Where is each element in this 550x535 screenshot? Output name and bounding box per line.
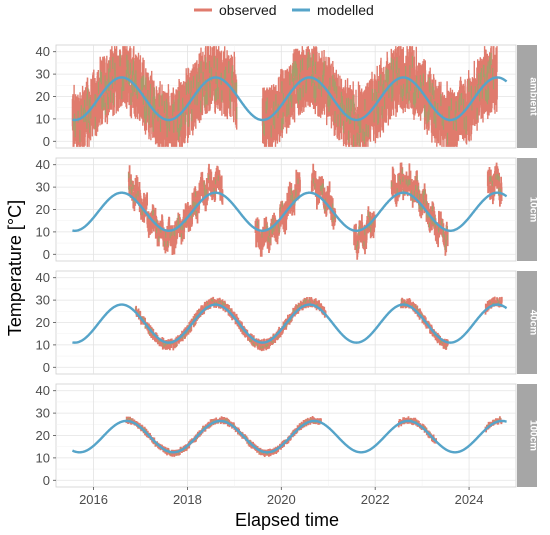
y-tick-label: 10 [36,224,50,239]
panel-10cm: 0 10 20 30 40 10cm [36,157,539,262]
facet-strip [517,158,537,261]
y-tick-label: 40 [36,270,50,285]
modelled-series-100cm [71,419,508,454]
y-tick-label: 30 [36,293,50,308]
y-tick-label: 0 [43,247,50,262]
y-tick-label: 40 [36,157,50,172]
facet-strip-label: 10cm [528,197,539,223]
y-tick-label: 10 [36,111,50,126]
observed-segment-tint [73,54,238,143]
x-tick-label: 2018 [173,492,202,507]
facet-strip [517,271,537,374]
facet-strip-label: 40cm [528,310,539,336]
x-tick-label: 2022 [361,492,390,507]
y-tick-label: 20 [36,315,50,330]
y-tick-label: 30 [36,406,50,421]
panel-40cm: 0 10 20 30 40 40cm [36,270,539,375]
y-tick-label: 0 [43,473,50,488]
y-tick-label: 0 [43,134,50,149]
legend: observed modelled [192,2,374,18]
x-tick-label: 2016 [79,492,108,507]
modelled-series-40cm [71,303,508,344]
modelled-series-10cm [71,191,508,232]
panel-100cm: 0 10 20 30 40 100cm [36,383,539,488]
x-tick-label: 2020 [267,492,296,507]
legend-label-observed: observed [219,2,277,18]
y-tick-label: 0 [43,360,50,375]
y-tick-label: 30 [36,67,50,82]
facet-panels: 0 10 20 30 40 ambient 0 10 20 30 40 10cm 0 10 20 30 40 40… [36,44,539,488]
x-tick-label: 2024 [455,492,484,507]
y-tick-label: 10 [36,337,50,352]
x-axis: 2016 2018 2020 2022 2024 [79,487,484,507]
facet-strip [517,384,537,487]
y-tick-label: 20 [36,428,50,443]
facet-strip-label: 100cm [528,420,539,451]
y-tick-label: 10 [36,450,50,465]
y-tick-label: 40 [36,383,50,398]
legend-label-modelled: modelled [317,2,374,18]
y-tick-label: 20 [36,89,50,104]
y-tick-label: 40 [36,44,50,59]
x-axis-title: Elapsed time [235,510,339,530]
y-tick-label: 20 [36,202,50,217]
panel-ambient: 0 10 20 30 40 ambient [36,44,539,149]
y-tick-label: 30 [36,180,50,195]
facet-strip [517,45,537,148]
modelled-series-ambient [71,76,508,122]
y-axis-title: Temperature [°C] [5,200,25,336]
observed-segment-tint [312,178,335,223]
facet-strip-label: ambient [528,77,539,116]
